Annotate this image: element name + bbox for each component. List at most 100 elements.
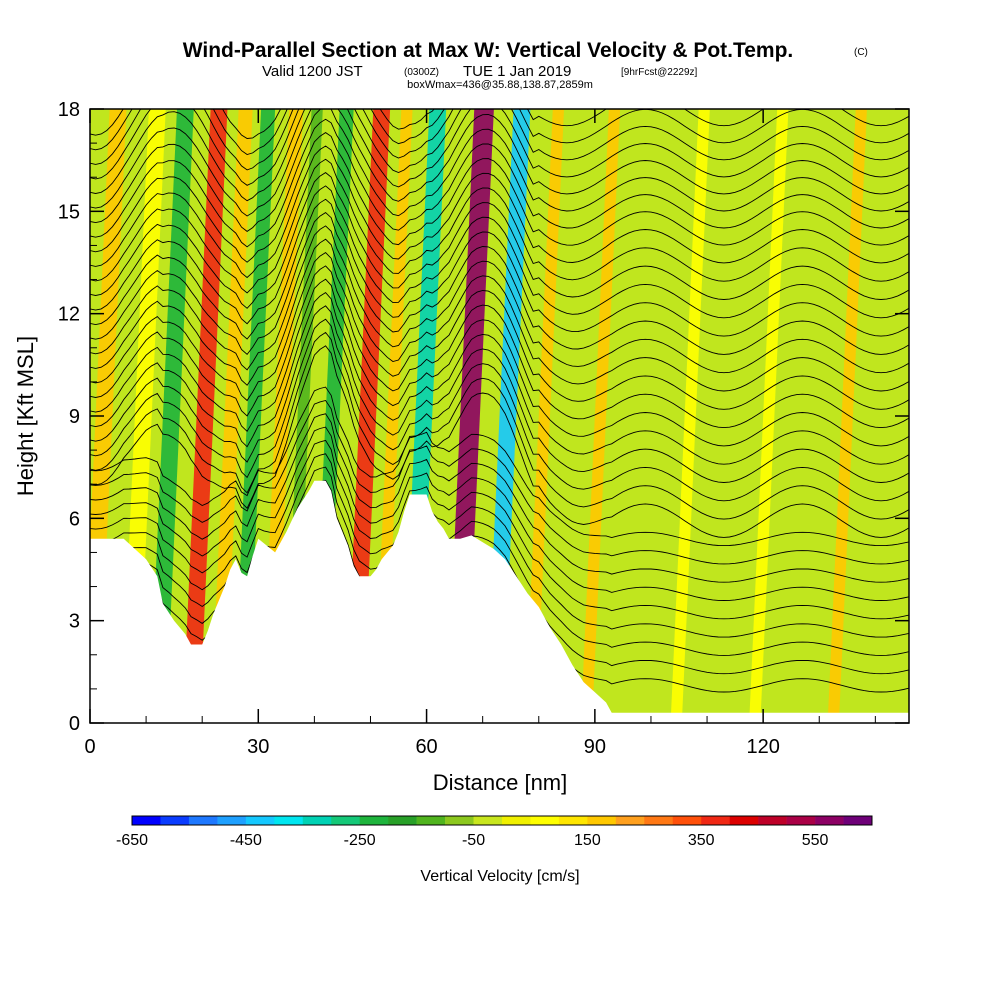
colorbar-swatch-3 [217,816,247,825]
theta-contour-14 [90,278,909,447]
colorbar-swatch-17 [615,816,645,825]
velocity-band-4 [210,109,253,723]
colorbar-swatch-0 [132,816,161,825]
y-axis-label: Height [Kft MSL] [13,336,38,496]
y-tick-label-5: 15 [58,201,80,223]
x-tick-label-3: 90 [584,736,606,758]
theta-contour-30 [90,109,909,186]
velocity-band-18 [827,109,867,723]
theta-contour-25 [90,132,909,263]
theta-contour-20 [90,198,909,340]
theta-contour-33 [90,109,883,139]
theta-contours [90,109,909,693]
y-tick-label-3: 9 [69,406,80,428]
x-tick-label-0: 0 [84,736,95,758]
colorbar-swatch-19 [672,816,702,825]
velocity-band-3 [182,109,228,723]
theta-contour-27 [90,109,909,232]
colorbar-swatch-11 [445,816,474,825]
colorbar-swatch-20 [701,816,730,825]
colorbar-swatch-8 [359,816,389,825]
colorbar-label: Vertical Velocity [cm/s] [420,868,579,885]
theta-contour-24 [90,145,909,279]
x-tick-label-4: 120 [746,736,779,758]
colorbar: -650 -450 -250 -50 150 350 550 [116,815,873,849]
y-tick-label-6: 18 [58,99,80,121]
theta-contour-21 [90,185,909,325]
velocity-band-15 [580,109,621,723]
colorbar-swatch-9 [388,816,417,825]
colorbar-swatch-25 [843,816,873,825]
x-tick-label-1: 30 [247,736,269,758]
theta-contour-28 [90,109,909,217]
theta-contour-15 [90,265,909,429]
colorbar-tick-label-3: -50 [462,832,485,849]
subtitle-forecast: [9hrFcst@2229z] [621,67,698,78]
colorbar-swatch-14 [530,816,560,825]
colorbar-swatch-4 [245,816,275,825]
y-tick-label-4: 12 [58,304,80,326]
theta-contour-31 [90,109,909,171]
colorbar-swatch-16 [587,816,617,825]
theta-contour-9 [90,345,909,538]
colorbar-swatch-1 [160,816,190,825]
velocity-band-17 [749,109,789,723]
colorbar-swatch-21 [729,816,759,825]
colorbar-swatch-18 [644,816,674,825]
colorbar-swatch-22 [758,816,787,825]
theta-contour-12 [90,305,909,483]
colorbar-swatch-5 [274,816,304,825]
subtitle-date: TUE 1 Jan 2019 [463,63,571,80]
title-mark: (C) [854,47,868,58]
theta-contour-11 [90,318,909,502]
theta-contour-7 [90,399,909,565]
theta-contour-5 [90,426,909,601]
colorbar-swatch-7 [331,816,360,825]
theta-contour-3 [90,453,909,638]
subtitle-valid: Valid 1200 JST [262,63,363,80]
velocity-band-14 [524,109,565,723]
colorbar-swatch-24 [815,816,844,825]
theta-contour-4 [90,439,909,620]
plot-area [90,109,909,723]
colorbar-swatch-13 [502,816,531,825]
axis-ticks: 0 30 60 90 120 0 3 6 9 12 15 18 [58,99,909,758]
x-tick-label-2: 60 [415,736,437,758]
y-tick-label-2: 6 [69,508,80,530]
theta-contour-26 [90,118,909,248]
colorbar-swatch-23 [786,816,816,825]
colorbar-swatch-15 [558,816,588,825]
theta-contour-17 [90,238,909,392]
theta-contour-13 [90,292,909,465]
colorbar-tick-label-4: 150 [574,832,601,849]
theta-contour-10 [90,331,909,520]
subtitle-boxwmax: boxWmax=436@35.88,138.87,2859m [407,79,593,91]
y-tick-label-1: 3 [69,611,80,633]
chart-title: Wind-Parallel Section at Max W: Vertical… [183,39,794,62]
x-axis-label: Distance [nm] [433,770,568,795]
theta-contour-8 [90,386,909,547]
theta-contour-16 [90,252,909,410]
subtitle-utc: (0300Z) [404,67,439,78]
theta-contour-19 [90,212,909,356]
theta-contour-18 [90,225,909,374]
theta-contour-29 [90,109,909,202]
y-tick-label-0: 0 [69,713,80,735]
colorbar-tick-label-6: 550 [802,832,829,849]
velocity-band-2 [148,109,194,723]
colorbar-swatch-10 [416,816,446,825]
theta-contour-32 [90,109,909,155]
colorbar-swatch-6 [302,816,332,825]
colorbar-frame [131,815,873,826]
theta-contour-23 [90,158,909,294]
colorbar-swatch-2 [188,816,218,825]
colorbar-swatch-12 [473,816,503,825]
terrain-mask [90,480,909,723]
colorbar-tick-label-2: -250 [344,832,376,849]
colorbar-tick-label-5: 350 [688,832,715,849]
theta-contour-6 [90,413,909,583]
velocity-band-16 [670,109,710,723]
theta-contour-22 [90,172,909,309]
colorbar-tick-label-1: -450 [230,832,262,849]
